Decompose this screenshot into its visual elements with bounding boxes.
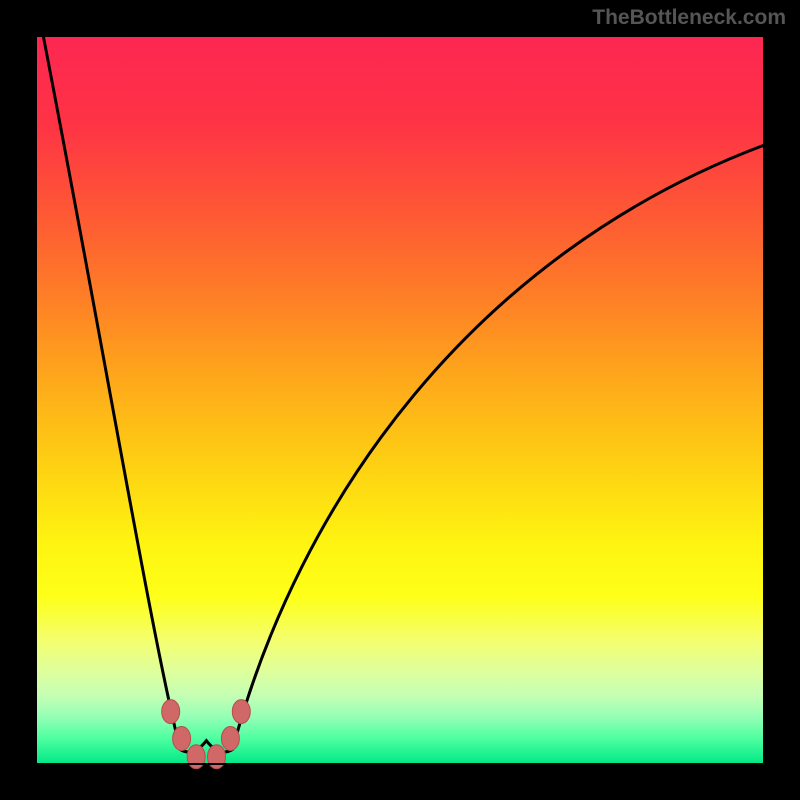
bottleneck-chart [0,0,800,800]
watermark-text: TheBottleneck.com [592,6,786,30]
chart-root: { "watermark": { "text": "TheBottleneck.… [0,0,800,800]
